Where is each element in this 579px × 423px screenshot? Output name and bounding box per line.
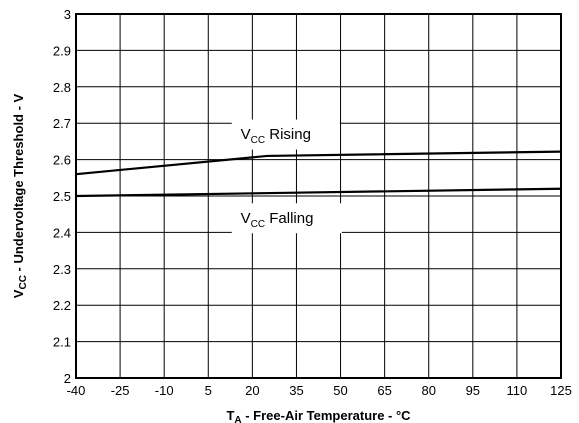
y-tick-labels: 2 2.1 2.2 2.3 2.4 2.5 2.6 2.7 2.8 2.9 3 bbox=[53, 7, 71, 386]
series-label-vcc-falling-background bbox=[231, 203, 342, 234]
y-axis-title: VCC - Undervoltage Threshold - V bbox=[11, 93, 29, 298]
y-tick-label: 2.1 bbox=[53, 335, 71, 350]
x-axis-title-rest: - Free-Air Temperature - °C bbox=[242, 408, 412, 423]
series-label-vcc-rising-main: V bbox=[241, 126, 251, 143]
series-label-vcc-falling-sub: CC bbox=[251, 219, 265, 230]
x-tick-label: 65 bbox=[377, 383, 391, 398]
series-lines bbox=[75, 150, 562, 198]
series-label-vcc-falling: VCC Falling bbox=[241, 210, 314, 230]
x-tick-label: 95 bbox=[466, 383, 480, 398]
y-axis-title-rest: - Undervoltage Threshold - V bbox=[11, 93, 26, 275]
series-label-vcc-rising: VCC Rising bbox=[241, 126, 311, 146]
y-tick-label: 2 bbox=[64, 371, 71, 386]
y-tick-label: 2.3 bbox=[53, 262, 71, 277]
x-tick-label: 35 bbox=[289, 383, 303, 398]
series-label-vcc-rising-sub: CC bbox=[251, 135, 265, 146]
x-tick-label: 20 bbox=[245, 383, 259, 398]
y-tick-label: 2.5 bbox=[53, 189, 71, 204]
y-tick-label: 2.6 bbox=[53, 153, 71, 168]
x-axis-title: TA - Free-Air Temperature - °C bbox=[226, 408, 411, 423]
x-tick-label: 5 bbox=[205, 383, 212, 398]
grid-lines bbox=[75, 13, 562, 379]
x-tick-label: -10 bbox=[155, 383, 174, 398]
series-label-vcc-rising-rest: Rising bbox=[265, 126, 311, 143]
y-tick-label: 3 bbox=[64, 7, 71, 22]
y-tick-label: 2.4 bbox=[53, 225, 71, 240]
series-label-vcc-rising-background bbox=[231, 119, 340, 150]
y-tick-label: 2.7 bbox=[53, 116, 71, 131]
x-tick-label: 110 bbox=[507, 383, 528, 398]
y-tick-label: 2.8 bbox=[53, 80, 71, 95]
series-label-vcc-falling-rest: Falling bbox=[265, 210, 313, 227]
x-tick-label: 50 bbox=[333, 383, 347, 398]
x-axis-title-main: T bbox=[226, 408, 234, 423]
y-tick-label: 2.2 bbox=[53, 298, 71, 313]
y-axis-title-sub: CC bbox=[18, 275, 29, 289]
y-tick-label: 2.9 bbox=[53, 43, 71, 58]
y-axis-title-main: V bbox=[11, 289, 26, 298]
x-tick-label: -25 bbox=[111, 383, 130, 398]
series-label-vcc-falling-main: V bbox=[241, 210, 251, 227]
series-line-vcc-rising bbox=[75, 150, 562, 176]
plot-frame bbox=[75, 13, 562, 379]
x-tick-labels: -40 -25 -10 5 20 35 50 65 80 95 110 125 bbox=[67, 383, 572, 398]
x-axis-title-sub: A bbox=[234, 415, 241, 423]
series-line-vcc-falling bbox=[75, 187, 562, 198]
x-tick-label: -40 bbox=[67, 383, 86, 398]
x-tick-label: 125 bbox=[550, 383, 572, 398]
x-tick-label: 80 bbox=[421, 383, 435, 398]
